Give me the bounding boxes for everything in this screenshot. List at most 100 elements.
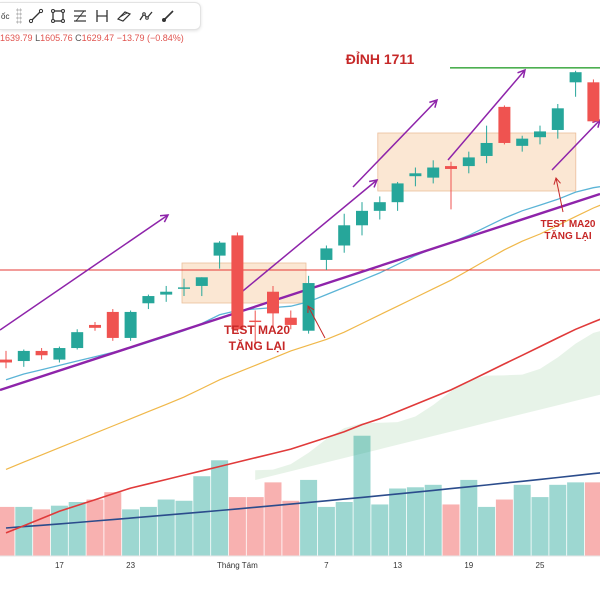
candle-body bbox=[480, 142, 493, 156]
candle-body bbox=[284, 317, 297, 325]
ohlc-change: −13.79 (−0.84%) bbox=[116, 33, 184, 43]
x-tick-label: 7 bbox=[324, 561, 329, 570]
callout-arrow-head bbox=[307, 305, 315, 314]
candle-body bbox=[267, 291, 279, 314]
volume-bar bbox=[371, 504, 389, 556]
ohlc-high: 1639.79 bbox=[0, 33, 33, 43]
up-arrow-head bbox=[592, 119, 600, 128]
x-tick-label: 17 bbox=[55, 561, 64, 570]
volume-bar bbox=[68, 502, 86, 556]
volume-bar bbox=[104, 492, 122, 556]
candle-body bbox=[445, 166, 457, 169]
candle-body bbox=[551, 108, 564, 130]
volume-bar bbox=[549, 484, 567, 556]
volume-bar bbox=[424, 484, 442, 556]
up-arrow-line bbox=[352, 99, 438, 188]
ohlc-readout: 1639.79 L1605.76 C1629.47 −13.79 (−0.84%… bbox=[0, 33, 184, 43]
test2-label-line1: TEST MA20 bbox=[540, 219, 595, 230]
volume-bar bbox=[406, 487, 424, 556]
volume-bar bbox=[584, 482, 600, 556]
volume-bar bbox=[495, 499, 513, 556]
up-arrow-head bbox=[159, 214, 170, 223]
volume-bar bbox=[478, 506, 496, 556]
candle-body bbox=[0, 359, 12, 363]
test-arrows bbox=[307, 176, 564, 339]
volume-bar bbox=[228, 497, 246, 556]
ohlc-low: 1605.76 bbox=[40, 33, 73, 43]
candle-body bbox=[17, 350, 30, 362]
ohlc-low-label: L bbox=[35, 33, 41, 43]
rectangle-icon[interactable] bbox=[47, 5, 69, 27]
candle-body bbox=[569, 72, 582, 83]
volume-bar bbox=[175, 500, 193, 556]
candle-body bbox=[409, 173, 422, 177]
volume-bar bbox=[15, 506, 33, 556]
candle-body bbox=[427, 167, 440, 178]
candle-body bbox=[178, 287, 190, 289]
brush-icon[interactable] bbox=[157, 5, 179, 27]
x-tick-label: 19 bbox=[464, 561, 473, 570]
candle-body bbox=[53, 348, 66, 360]
volume-bar bbox=[353, 435, 371, 556]
volume-ma-line bbox=[5, 472, 600, 529]
up-arrow-line bbox=[447, 69, 526, 161]
toolbar-title-fragment: ốc bbox=[1, 11, 10, 21]
up-arrow-head bbox=[369, 179, 379, 188]
candle-body bbox=[320, 248, 333, 260]
x-tick-label: Tháng Tám bbox=[217, 561, 258, 570]
volume-bar bbox=[193, 476, 211, 556]
ohlc-close-label: C bbox=[75, 33, 82, 43]
candles bbox=[0, 70, 600, 369]
up-arrow-head bbox=[517, 68, 527, 78]
parallel-channel-icon[interactable] bbox=[113, 5, 135, 27]
volume-bar bbox=[389, 488, 407, 556]
test2-label-line2: TĂNG LẠI bbox=[544, 229, 591, 242]
cloud-area bbox=[255, 331, 600, 480]
volume-bar bbox=[211, 460, 229, 556]
candle-body bbox=[338, 225, 351, 246]
candle-body bbox=[106, 311, 119, 338]
ma50-line bbox=[5, 204, 600, 470]
volume-bar bbox=[317, 506, 335, 556]
x-axis-ticks: 17 23 Tháng Tám 7 13 19 25 bbox=[55, 561, 545, 570]
trend-annotations bbox=[0, 68, 600, 392]
fib-channel-icon[interactable] bbox=[69, 5, 91, 27]
x-tick-label: 23 bbox=[126, 561, 135, 570]
path-icon[interactable] bbox=[135, 5, 157, 27]
x-tick-label: 13 bbox=[393, 561, 402, 570]
candle-body bbox=[35, 350, 48, 356]
x-tick-label: 25 bbox=[536, 561, 545, 570]
up-arrow-line bbox=[551, 119, 600, 171]
test-zone-2 bbox=[377, 132, 577, 192]
drag-handle[interactable] bbox=[16, 8, 22, 24]
test1-label-line2: TĂNG LẠI bbox=[229, 338, 286, 353]
candle-body bbox=[534, 131, 546, 138]
candle-body bbox=[160, 291, 173, 295]
callout-arrow-line bbox=[555, 177, 564, 213]
volume-bar bbox=[300, 479, 318, 556]
candle-body bbox=[356, 210, 368, 226]
measure-icon[interactable] bbox=[91, 5, 113, 27]
ohlc-close: 1629.47 bbox=[81, 33, 115, 43]
candle-body bbox=[587, 82, 600, 122]
volume-bar bbox=[0, 506, 15, 556]
volume-bar bbox=[442, 504, 460, 556]
ichimoku-cloud bbox=[255, 331, 600, 480]
callout-arrow-line bbox=[307, 305, 326, 339]
volume-bar bbox=[567, 482, 585, 556]
candle-body bbox=[213, 242, 226, 256]
candle-body bbox=[516, 138, 529, 146]
ma200-line bbox=[5, 318, 600, 534]
volume-bar bbox=[157, 499, 175, 556]
trend-line-icon[interactable] bbox=[25, 5, 47, 27]
candle-body bbox=[391, 183, 404, 203]
candle-body bbox=[249, 320, 262, 323]
volume-bar bbox=[264, 482, 282, 556]
candle-body bbox=[124, 311, 137, 338]
callout-arrow-head bbox=[553, 176, 561, 185]
volume-bar bbox=[246, 497, 264, 556]
volume-bar bbox=[282, 500, 300, 556]
candle-body bbox=[462, 157, 475, 167]
